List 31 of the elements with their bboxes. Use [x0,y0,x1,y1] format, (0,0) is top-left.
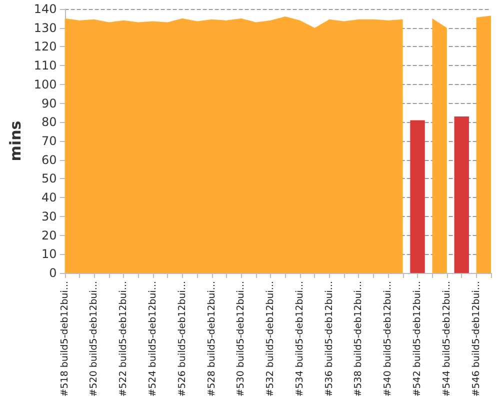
x-tick-label: #538 build5-deb12bui... [353,281,364,397]
y-tick-label: 90 [42,96,57,110]
x-tick-label: #518 build5-deb12bui... [59,281,70,397]
y-tick-label: 80 [42,115,57,130]
x-tick-label: #522 build5-deb12bui... [118,281,130,397]
y-tick-label: 20 [42,228,57,242]
y-tick-label: 0 [49,266,57,280]
x-tick-label: #520 build5-deb12bui... [88,281,100,397]
x-tick-label: #524 build5-deb12bui... [147,281,158,397]
y-tick-label: 110 [34,58,57,73]
y-tick-label: 70 [42,134,57,148]
y-tick-label: 60 [42,152,57,167]
x-tick-label: #540 build5-deb12bui... [382,281,394,397]
x-tick-label: #528 build5-deb12bui... [206,281,218,397]
y-tick-label: 40 [42,190,57,205]
x-tick-label: #546 build5-deb12bui... [470,281,482,397]
y-tick-label: 130 [34,20,57,35]
y-tick-label: 140 [34,2,57,16]
x-tick-label: #532 build5-deb12bui... [265,281,276,397]
y-tick-label: 100 [34,77,57,92]
y-tick-label: 120 [34,40,57,54]
x-tick-label: #542 build5-deb12bui... [412,281,424,397]
y-axis-title: mins [6,120,24,162]
y-tick-label: 50 [42,172,57,186]
y-tick-label: 10 [42,247,57,262]
x-tick-label: #530 build5-deb12bui... [236,281,247,397]
x-tick-label: #526 build5-deb12bui... [176,281,188,397]
x-tick-label: #544 build5-deb12bui... [441,281,452,397]
x-tick-label: #534 build5-deb12bui... [294,281,306,397]
y-tick-label: 30 [42,209,57,224]
x-tick-label: #536 build5-deb12bui... [324,281,335,397]
